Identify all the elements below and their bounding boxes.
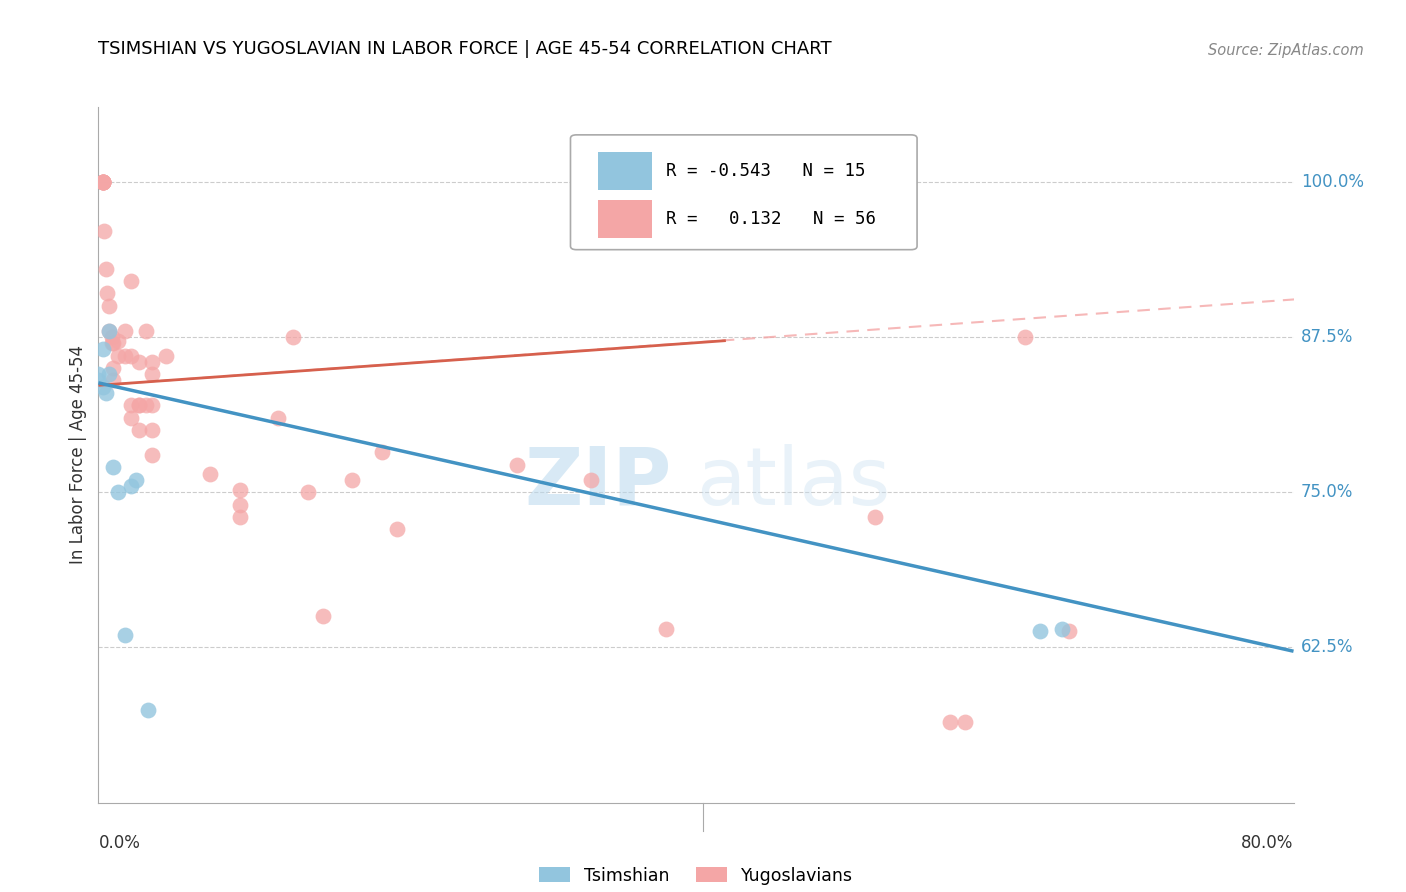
Point <box>120 479 142 493</box>
Point <box>114 628 136 642</box>
Text: TSIMSHIAN VS YUGOSLAVIAN IN LABOR FORCE | AGE 45-54 CORRELATION CHART: TSIMSHIAN VS YUGOSLAVIAN IN LABOR FORCE … <box>98 40 832 58</box>
Point <box>103 336 125 351</box>
Point <box>107 334 129 348</box>
Point <box>581 473 603 487</box>
Point <box>128 398 150 412</box>
Point <box>141 448 163 462</box>
Point <box>141 355 163 369</box>
Text: 87.5%: 87.5% <box>1301 328 1354 346</box>
Text: R = -0.543   N = 15: R = -0.543 N = 15 <box>666 161 866 179</box>
Point <box>87 373 110 387</box>
Point <box>1050 622 1073 636</box>
Point <box>229 510 252 524</box>
Point <box>91 175 114 189</box>
Point <box>1059 624 1081 639</box>
Point <box>125 473 148 487</box>
Point <box>281 330 304 344</box>
Point <box>128 423 150 437</box>
Point <box>141 398 163 412</box>
Point <box>91 175 114 189</box>
Point <box>101 336 124 351</box>
Point <box>114 324 136 338</box>
Point <box>94 385 117 400</box>
Point <box>120 274 142 288</box>
Point <box>385 523 409 537</box>
Point <box>311 609 333 624</box>
Text: atlas: atlas <box>696 443 890 522</box>
FancyBboxPatch shape <box>571 135 917 250</box>
Point <box>229 483 252 497</box>
Text: 62.5%: 62.5% <box>1301 639 1354 657</box>
Point <box>93 224 115 238</box>
Text: 75.0%: 75.0% <box>1301 483 1354 501</box>
Point <box>91 175 114 189</box>
Point <box>91 175 114 189</box>
Point <box>371 445 394 459</box>
Point <box>91 175 114 189</box>
Point <box>91 175 114 189</box>
Point <box>229 498 252 512</box>
Point <box>953 714 976 729</box>
Point <box>120 410 142 425</box>
Point <box>506 458 529 472</box>
Point <box>97 324 120 338</box>
Point <box>939 714 962 729</box>
Point <box>103 373 125 387</box>
Point <box>128 398 150 412</box>
Point <box>141 367 163 381</box>
Point <box>107 349 129 363</box>
Point <box>120 349 142 363</box>
Point <box>101 330 124 344</box>
Point <box>107 485 129 500</box>
Point <box>865 510 887 524</box>
Point <box>96 286 118 301</box>
Text: R =   0.132   N = 56: R = 0.132 N = 56 <box>666 211 876 228</box>
Text: ZIP: ZIP <box>524 443 672 522</box>
Point <box>97 324 120 338</box>
Text: 80.0%: 80.0% <box>1241 834 1294 852</box>
Point <box>103 360 125 375</box>
Text: 100.0%: 100.0% <box>1301 172 1364 191</box>
Point <box>91 379 114 393</box>
Point <box>87 367 110 381</box>
Point <box>155 349 177 363</box>
Point <box>267 410 290 425</box>
Point <box>128 355 150 369</box>
Legend: Tsimshian, Yugoslavians: Tsimshian, Yugoslavians <box>531 860 860 891</box>
Point <box>655 622 678 636</box>
Point <box>135 398 157 412</box>
Point <box>94 261 117 276</box>
Bar <box>598 152 652 190</box>
Y-axis label: In Labor Force | Age 45-54: In Labor Force | Age 45-54 <box>69 345 87 565</box>
Point <box>200 467 222 481</box>
Bar <box>598 200 652 238</box>
Point <box>1014 330 1036 344</box>
Point <box>97 299 120 313</box>
Point <box>120 398 142 412</box>
Point <box>297 485 319 500</box>
Text: Source: ZipAtlas.com: Source: ZipAtlas.com <box>1208 43 1364 58</box>
Point <box>136 703 159 717</box>
Point <box>91 343 114 357</box>
Point <box>103 460 125 475</box>
Point <box>141 423 163 437</box>
Point <box>135 324 157 338</box>
Point <box>91 175 114 189</box>
Text: 0.0%: 0.0% <box>98 834 141 852</box>
Point <box>97 367 120 381</box>
Point <box>114 349 136 363</box>
Point <box>342 473 364 487</box>
Point <box>1028 624 1050 639</box>
